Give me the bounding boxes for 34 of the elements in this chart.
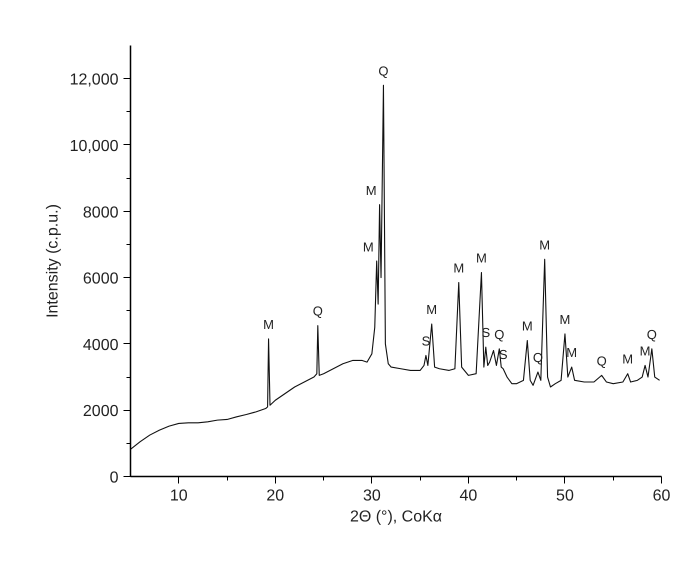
annotation: M: [476, 250, 487, 266]
x-tick-label: 10: [170, 488, 188, 504]
annotation: M: [453, 260, 464, 276]
annotation: M: [622, 352, 634, 367]
annotation: M: [640, 343, 651, 358]
y-tick-label: 4000: [82, 336, 119, 354]
annotation: Q: [312, 304, 323, 319]
y-tick-label: 8000: [82, 204, 119, 222]
annotation: M: [426, 302, 438, 317]
y-tick-label: 0: [110, 470, 119, 486]
y-tick-label: 12,000: [70, 72, 119, 89]
y-tick-label: 10,000: [70, 138, 119, 155]
annotation: M: [566, 345, 578, 360]
annotation: M: [539, 237, 550, 252]
annotation: M: [366, 183, 377, 198]
y-tick-label: 6000: [82, 270, 119, 288]
annotation: M: [362, 240, 374, 254]
y-tick-label: 2000: [82, 403, 119, 420]
x-tick-label: 40: [460, 488, 478, 504]
y-axis-title: Intensity (c.p.u.): [44, 204, 62, 318]
x-tick-label: 20: [266, 488, 284, 504]
annotation: Q: [494, 326, 504, 342]
annotation: Q: [378, 63, 389, 78]
x-tick-label: 60: [652, 488, 670, 504]
annotation: M: [522, 318, 533, 334]
line-series: [130, 84, 660, 450]
x-axis-title: 2Θ (°), CoKα: [350, 508, 442, 526]
x-tick-label: 30: [362, 488, 381, 504]
x-tick-label: 50: [556, 488, 574, 504]
annotation: Q: [646, 326, 657, 342]
annotation: Q: [596, 353, 607, 368]
annotation: M: [560, 312, 570, 327]
annotation: S: [422, 333, 431, 348]
annotation: M: [263, 316, 274, 332]
